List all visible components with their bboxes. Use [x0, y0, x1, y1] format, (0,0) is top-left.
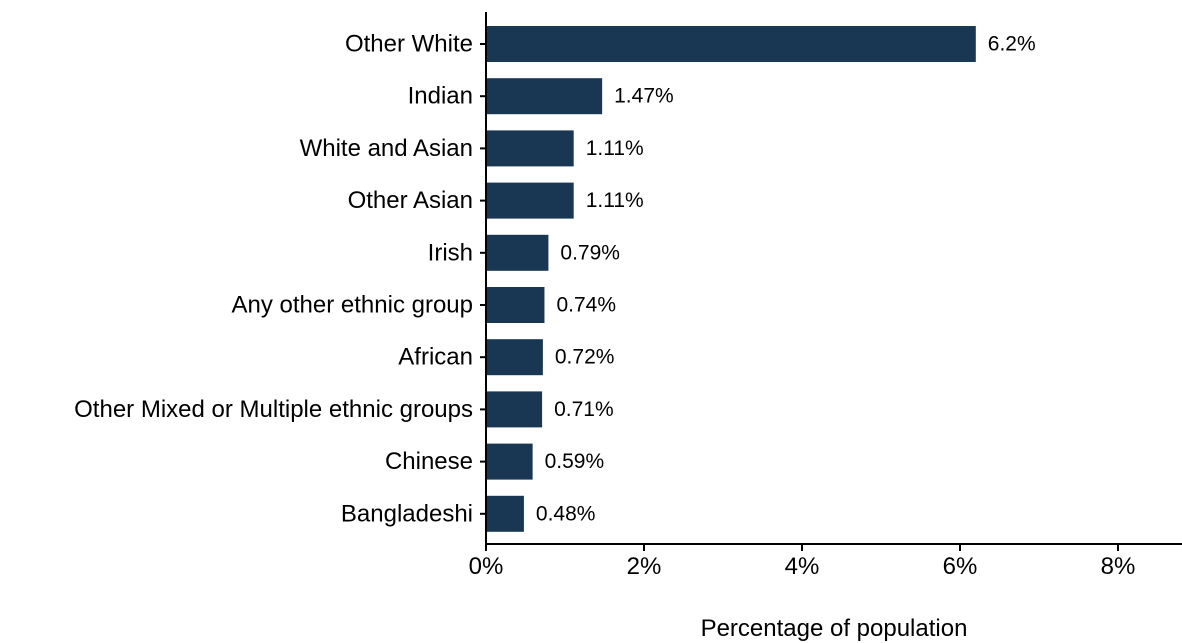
value-label: 0.74% — [556, 294, 616, 317]
category-label: Bangladeshi — [341, 500, 473, 527]
value-label: 0.79% — [560, 241, 620, 264]
category-label: Indian — [408, 83, 473, 110]
category-label: Other Asian — [348, 187, 473, 214]
value-label: 0.59% — [545, 450, 605, 473]
x-tick-label: 0% — [469, 553, 504, 580]
category-label: Other White — [345, 31, 473, 58]
bar — [486, 287, 545, 323]
bar — [486, 339, 543, 376]
bar — [486, 443, 533, 480]
x-tick-label: 4% — [785, 553, 820, 580]
category-labels-group: Other White Indian White and Asian Other As… — [74, 31, 486, 527]
bar — [486, 26, 976, 62]
category-label: White and Asian — [300, 135, 473, 162]
x-axis-title: Percentage of population — [701, 615, 968, 642]
value-label: 6.2% — [988, 33, 1036, 56]
x-tick-label: 8% — [1101, 553, 1136, 580]
bar — [486, 234, 549, 271]
value-label: 1.11% — [586, 137, 644, 160]
bar — [486, 391, 543, 428]
value-label: 0.72% — [555, 346, 615, 369]
category-label: African — [398, 344, 473, 371]
value-label: 1.47% — [614, 85, 674, 108]
x-axis-ticks-group: 0% 2% 4% 6% 8% — [469, 544, 1136, 580]
bar — [486, 182, 574, 219]
bars-group — [486, 26, 976, 532]
bar — [486, 78, 603, 115]
value-labels-group: 6.2% 1.47% 1.11% 1.11% 0.79% 0.74% 0.72% 0.71% 0… — [536, 33, 1036, 526]
bar — [486, 495, 524, 532]
bar — [486, 130, 574, 167]
value-label: 1.11% — [586, 189, 644, 212]
x-tick-label: 6% — [943, 553, 978, 580]
category-label: Other Mixed or Multiple ethnic groups — [74, 396, 473, 423]
category-label: Irish — [428, 239, 473, 266]
category-label: Chinese — [385, 448, 473, 475]
value-label: 0.48% — [536, 502, 596, 525]
category-label: Any other ethnic group — [232, 292, 474, 319]
value-label: 0.71% — [554, 398, 614, 421]
x-tick-label: 2% — [627, 553, 662, 580]
